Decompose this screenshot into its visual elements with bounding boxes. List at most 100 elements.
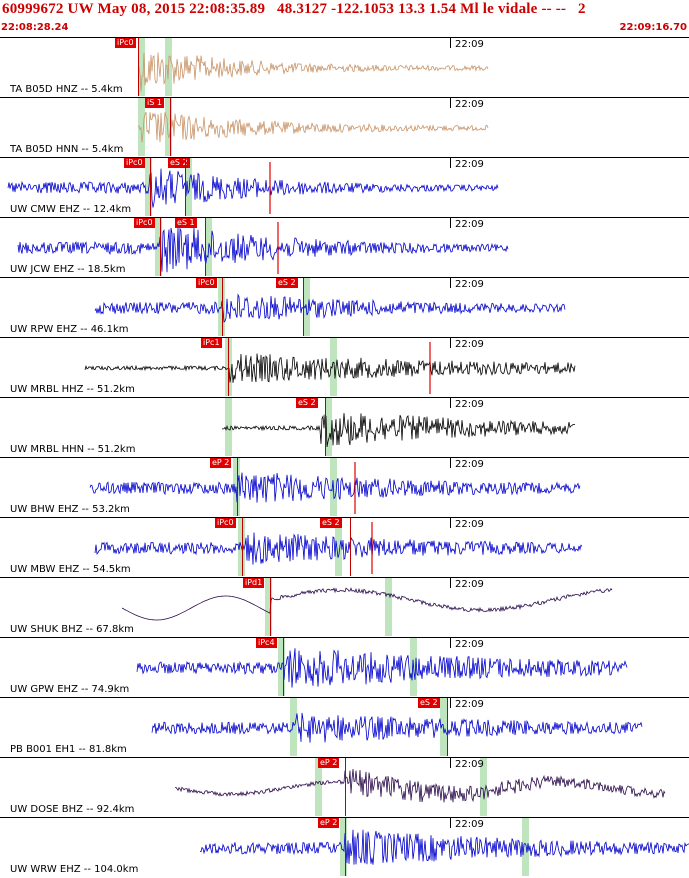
waveform-path — [199, 829, 689, 865]
phase-window-band — [330, 338, 337, 396]
time-tick — [450, 278, 451, 288]
trace-label: UW MRBL HHZ -- 51.2km — [10, 384, 135, 395]
trace-label: UW MBW EHZ -- 54.5km — [10, 564, 131, 575]
phase-window-band — [325, 398, 332, 456]
waveform-path — [94, 532, 583, 565]
phase-pick-line[interactable] — [170, 98, 171, 156]
time-tick — [450, 98, 451, 108]
waveform-path — [89, 472, 581, 503]
time-tick-label: 22:09 — [455, 759, 484, 770]
waveform-path — [151, 712, 643, 743]
phase-pick-label[interactable]: iPc0 — [215, 518, 236, 528]
phase-window-band — [165, 98, 172, 156]
waveform-path — [94, 293, 566, 323]
time-tick-label: 22:09 — [455, 699, 484, 710]
trace-label: UW JCW EHZ -- 18.5km — [10, 264, 126, 275]
phase-pick-label[interactable]: eP 2 — [210, 458, 232, 468]
trace-panel: 22:09 iPc1 UW MRBL HHZ -- 51.2km — [0, 337, 689, 396]
phase-pick-line[interactable] — [303, 278, 304, 336]
phase-pick-label[interactable]: eS 1 — [175, 218, 197, 228]
time-tick-label: 22:09 — [455, 399, 484, 410]
phase-pick-label[interactable]: eS 2 — [418, 698, 440, 708]
waveform — [136, 648, 628, 688]
phase-pick-label[interactable]: iPc0 — [196, 278, 217, 288]
waveform — [89, 462, 581, 514]
waveform-path — [136, 648, 628, 688]
phase-pick-label[interactable]: iPc0 — [134, 218, 155, 228]
phase-window-band — [522, 818, 529, 876]
waveform — [221, 413, 576, 447]
phase-window-band — [185, 158, 192, 216]
waveform — [137, 111, 489, 143]
waveform — [121, 587, 613, 621]
time-tick-label: 22:09 — [455, 39, 484, 50]
phase-pick-line[interactable] — [228, 338, 229, 396]
waveform-path — [17, 227, 509, 273]
phase-pick-line[interactable] — [237, 458, 238, 516]
phase-pick-label[interactable]: eS 2 — [276, 278, 298, 288]
waveform — [94, 522, 583, 574]
phase-pick-line[interactable] — [447, 698, 448, 756]
trace-label: UW DOSE BHZ -- 92.4km — [10, 804, 135, 815]
phase-pick-label[interactable]: iPc0 — [124, 158, 145, 168]
trace-panel: 22:09 iPc4 UW GPW EHZ -- 74.9km — [0, 637, 689, 696]
trace-label: UW RPW EHZ -- 46.1km — [10, 324, 129, 335]
trace-panel: 22:09 iPc0 eS 2 UW CMW EHZ -- 12.4km — [0, 157, 689, 216]
trace-panel: 22:09 iPc0 eS 1 UW JCW EHZ -- 18.5km — [0, 217, 689, 276]
phase-pick-line[interactable] — [160, 218, 161, 276]
time-tick-label: 22:09 — [455, 339, 484, 350]
waveform — [84, 342, 576, 394]
phase-pick-line[interactable] — [185, 158, 186, 216]
phase-pick-line[interactable] — [150, 158, 151, 216]
phase-pick-label[interactable]: iPd1 — [243, 578, 265, 588]
phase-pick-line[interactable] — [138, 38, 139, 96]
phase-pick-label[interactable]: eP 2 — [318, 818, 340, 828]
time-tick — [450, 458, 451, 468]
waveform-path — [137, 52, 489, 92]
trace-label: UW SHUK BHZ -- 67.8km — [10, 624, 134, 635]
trace-panel: 22:09 iPc0 eS 2 UW MBW EHZ -- 54.5km — [0, 517, 689, 576]
trace-panel: 22:09 eP 2 UW WRW EHZ -- 104.0km — [0, 817, 689, 876]
start-time: 22:08:28.24 — [1, 22, 69, 33]
time-tick-label: 22:09 — [455, 219, 484, 230]
waveform-path — [84, 353, 576, 383]
phase-pick-line[interactable] — [345, 758, 346, 816]
phase-window-band — [225, 398, 232, 456]
phase-pick-line[interactable] — [350, 518, 351, 576]
time-tick — [450, 38, 451, 48]
phase-pick-label[interactable]: iS 1 — [145, 98, 164, 108]
phase-pick-label[interactable]: iPc4 — [256, 638, 277, 648]
phase-pick-line[interactable] — [222, 278, 223, 336]
trace-label: UW MRBL HHN -- 51.2km — [10, 444, 136, 455]
waveform — [137, 52, 489, 92]
phase-pick-line[interactable] — [242, 518, 243, 576]
trace-panel: 22:09 eS 2 UW MRBL HHN -- 51.2km — [0, 397, 689, 456]
phase-pick-label[interactable]: iPc1 — [201, 338, 222, 348]
phase-pick-label[interactable]: eS 2 — [296, 398, 318, 408]
time-tick-label: 22:09 — [455, 579, 484, 590]
phase-pick-label[interactable]: iPc0 — [115, 38, 136, 48]
trace-panel: 22:09 iPd1 UW SHUK BHZ -- 67.8km — [0, 577, 689, 636]
phase-pick-label[interactable]: eS 2 — [168, 158, 190, 168]
waveform — [17, 222, 509, 274]
time-tick — [450, 218, 451, 228]
time-tick — [450, 338, 451, 348]
time-tick — [450, 518, 451, 528]
phase-pick-line[interactable] — [205, 218, 206, 276]
waveform-path — [7, 168, 499, 208]
waveform — [151, 712, 643, 743]
trace-label: PB B001 EH1 -- 81.8km — [10, 744, 127, 755]
phase-pick-label[interactable]: eP 2 — [318, 758, 340, 768]
trace-label: TA B05D HNN -- 5.4km — [10, 144, 124, 155]
phase-pick-label[interactable]: eS 2 — [320, 518, 342, 528]
trace-label: UW CMW EHZ -- 12.4km — [10, 204, 132, 215]
phase-window-band — [265, 578, 272, 636]
time-tick — [450, 818, 451, 828]
phase-pick-line[interactable] — [283, 638, 284, 696]
phase-pick-line[interactable] — [325, 398, 326, 456]
trace-label: UW WRW EHZ -- 104.0km — [10, 864, 139, 875]
phase-pick-line[interactable] — [345, 818, 346, 876]
waveform — [175, 768, 666, 803]
phase-pick-line[interactable] — [270, 578, 271, 636]
waveform-path — [137, 111, 489, 143]
